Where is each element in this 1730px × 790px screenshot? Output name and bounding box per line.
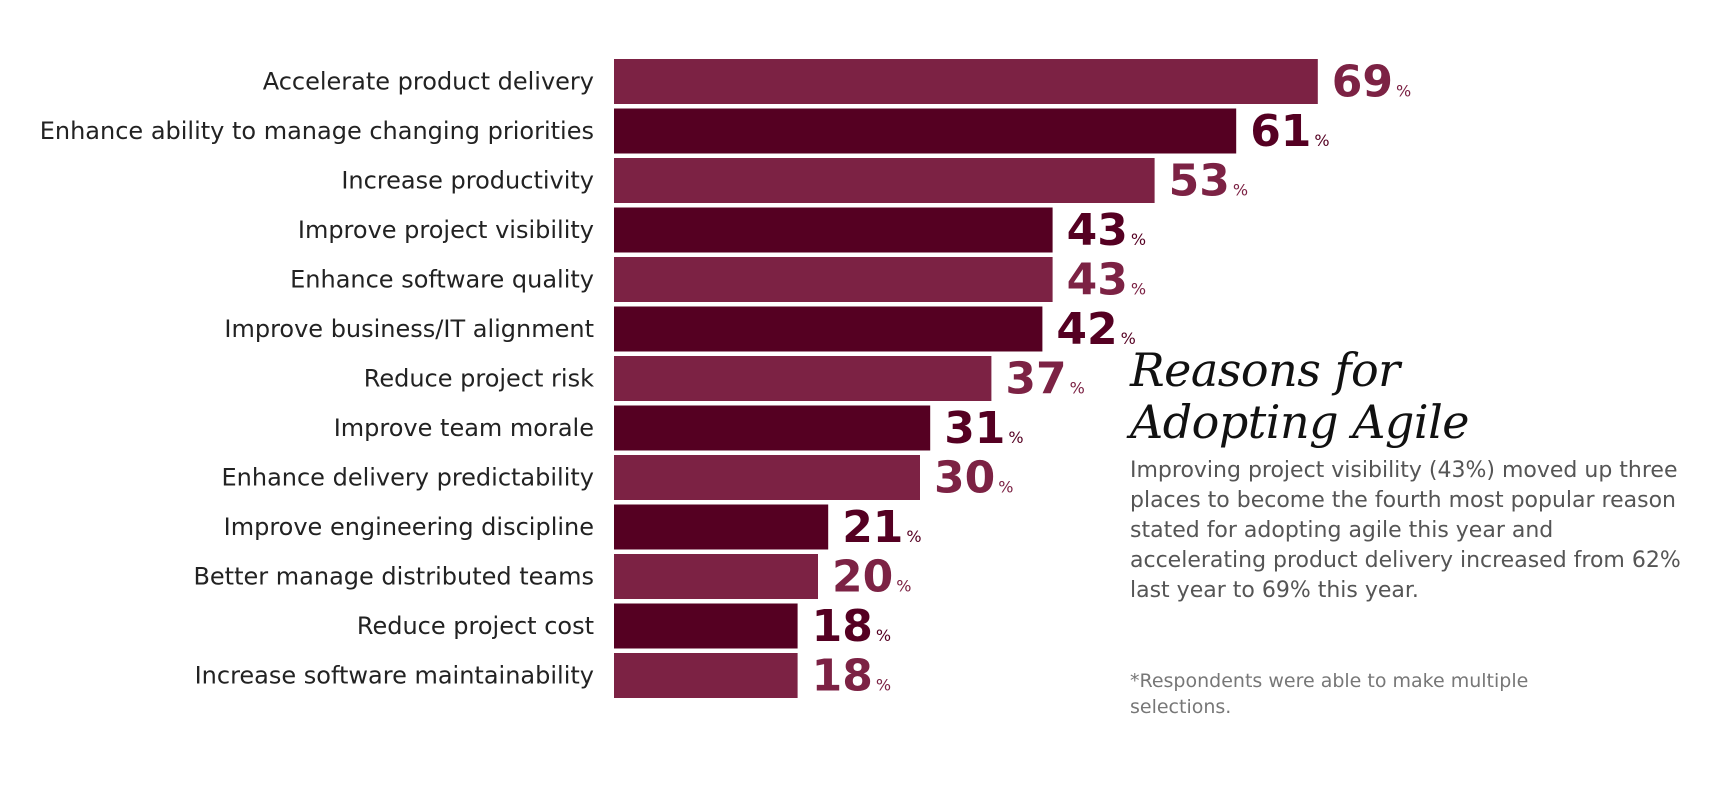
bar-row: Enhance ability to manage changing prior… <box>40 106 1330 157</box>
value-label: 53% <box>1169 156 1248 207</box>
value-percent-sign: % <box>906 527 921 546</box>
value-label: 18% <box>812 651 891 702</box>
chart-description: Improving project visibility (43%) moved… <box>1130 458 1681 603</box>
category-label: Improve engineering discipline <box>224 513 594 541</box>
value-percent-sign: % <box>876 676 891 695</box>
value-number: 21 <box>842 502 903 553</box>
bar <box>614 158 1155 203</box>
bar-row: Increase software maintainability 18% <box>195 651 891 702</box>
bar-row: Accelerate product delivery 69% <box>263 57 1412 108</box>
category-label: Accelerate product delivery <box>263 68 594 96</box>
category-label: Reduce project risk <box>364 365 594 393</box>
bar <box>614 257 1053 302</box>
value-label: 37% <box>1005 354 1084 405</box>
bar <box>614 504 829 550</box>
bar <box>614 455 920 500</box>
value-number: 43 <box>1067 255 1128 306</box>
bar <box>614 554 818 599</box>
bar <box>614 108 1237 154</box>
value-number: 53 <box>1169 156 1230 207</box>
category-label: Enhance delivery predictability <box>221 464 594 492</box>
bar-row: Enhance software quality 43% <box>290 255 1146 306</box>
chart-footnote: *Respondents were able to make multiple … <box>1130 670 1529 718</box>
bar-row: Reduce project cost 18% <box>357 601 891 652</box>
value-percent-sign: % <box>1008 428 1023 447</box>
bar <box>614 405 931 451</box>
category-label: Improve business/IT alignment <box>224 315 594 343</box>
category-label: Better manage distributed teams <box>193 563 594 591</box>
value-number: 37 <box>1005 354 1066 405</box>
category-label: Increase software maintainability <box>195 662 594 690</box>
value-number: 42 <box>1056 304 1117 355</box>
bar-row: Reduce project risk 37% <box>364 354 1085 405</box>
value-percent-sign: % <box>1131 230 1146 249</box>
value-percent-sign: % <box>1233 181 1248 200</box>
value-label: 42% <box>1056 304 1135 355</box>
value-label: 43% <box>1067 205 1146 256</box>
value-number: 61 <box>1250 106 1311 157</box>
bar-row: Increase productivity 53% <box>341 156 1248 207</box>
category-label: Improve team morale <box>334 414 594 442</box>
value-percent-sign: % <box>876 626 891 645</box>
value-percent-sign: % <box>1396 82 1411 101</box>
bar <box>614 207 1053 253</box>
category-label: Enhance ability to manage changing prior… <box>40 117 594 145</box>
bar <box>614 59 1318 104</box>
value-label: 20% <box>832 552 911 603</box>
value-label: 69% <box>1332 57 1411 108</box>
value-label: 61% <box>1250 106 1329 157</box>
bar <box>614 603 798 649</box>
value-number: 18 <box>812 651 873 702</box>
category-label: Improve project visibility <box>298 216 594 244</box>
value-percent-sign: % <box>1121 329 1136 348</box>
value-percent-sign: % <box>1131 280 1146 299</box>
bar-row: Improve engineering discipline 21% <box>224 502 922 553</box>
value-percent-sign: % <box>998 478 1013 497</box>
category-label: Increase productivity <box>341 167 594 195</box>
bar-row: Improve project visibility 43% <box>298 205 1146 256</box>
value-label: 31% <box>944 403 1023 454</box>
category-label: Enhance software quality <box>290 266 594 294</box>
bar <box>614 306 1043 352</box>
bar-row: Enhance delivery predictability 30% <box>221 453 1013 504</box>
value-percent-sign: % <box>896 577 911 596</box>
bar <box>614 356 992 401</box>
value-number: 43 <box>1067 205 1128 256</box>
bar-row: Improve business/IT alignment 42% <box>224 304 1135 355</box>
chart-title: Reasons for Adopting Agile <box>1130 344 1690 448</box>
category-label: Reduce project cost <box>357 612 594 640</box>
value-label: 18% <box>812 601 891 652</box>
value-number: 31 <box>944 403 1005 454</box>
value-number: 69 <box>1332 57 1393 108</box>
value-number: 18 <box>812 601 873 652</box>
value-percent-sign: % <box>1070 379 1085 398</box>
chart-title-line-1: Reasons for <box>1130 343 1400 397</box>
bar-row: Improve team morale 31% <box>334 403 1024 454</box>
value-label: 30% <box>934 453 1013 504</box>
chart-title-line-2: Adopting Agile <box>1130 395 1470 449</box>
value-label: 43% <box>1067 255 1146 306</box>
value-number: 20 <box>832 552 893 603</box>
value-number: 30 <box>934 453 995 504</box>
value-label: 21% <box>842 502 921 553</box>
bar-row: Better manage distributed teams 20% <box>193 552 911 603</box>
bar <box>614 653 798 698</box>
value-percent-sign: % <box>1314 131 1329 150</box>
